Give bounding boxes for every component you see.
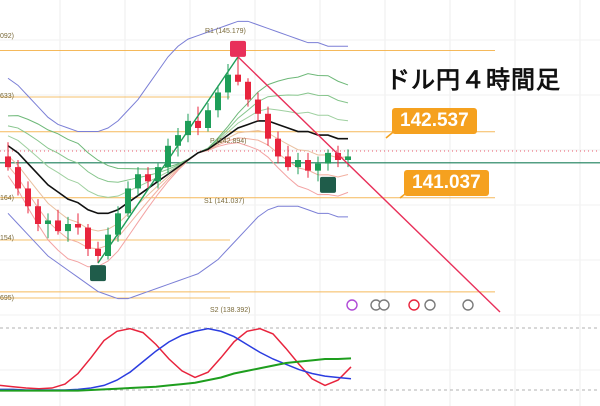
candle-body [195,120,201,128]
candle-body [35,206,41,224]
candle-body [345,156,351,160]
candle-body [85,227,91,249]
candle-body [95,248,101,256]
candle-body [175,135,181,146]
pivot-low-marker [320,176,336,193]
event-icon [346,299,358,311]
bollinger-upper [7,20,348,133]
candle-body [105,234,111,256]
callout-upper-price: 142.537 [392,108,477,134]
event-icons[interactable] [346,299,474,311]
pivot-high-marker [230,40,246,57]
uptrend-line [97,56,239,264]
ma-ribbon-line [7,130,349,232]
candle-body [65,224,71,232]
pivot-label-left-3: 164) [0,195,14,202]
candle-body [255,99,261,114]
candle-body [325,152,331,164]
ma-ribbon-line [7,92,349,183]
pivot-label-s1: S1 (141.037) [204,198,244,205]
bollinger-lower [7,205,348,300]
candle-body [45,220,51,224]
candlesticks [5,56,351,264]
candle-body [75,224,81,228]
event-icon [424,299,436,311]
moving-average-line [7,120,348,215]
candle-body [185,120,191,136]
bollinger-bands [7,20,348,300]
pivot-label-r1: R1 (145.179) [205,28,246,35]
candle-body [315,163,321,171]
moving-average-ribbon [7,73,349,268]
osc-blue-line [0,327,352,391]
candle-body [275,138,281,157]
pivot-label-left-5: 695) [0,295,14,302]
downtrend-line [237,56,501,313]
candle-body [265,113,271,139]
candle-body [295,160,301,168]
candle-body [215,92,221,111]
pivot-markers [90,40,336,282]
candle-body [285,156,291,168]
oscillator-panel [0,327,600,392]
candle-body [245,81,251,100]
pivot-low-marker [90,265,106,282]
candle-body [205,110,211,128]
ma-ribbon-line [7,73,349,170]
candle-body [5,156,11,168]
event-icon [408,299,420,311]
callout-lower-price: 141.037 [404,170,489,196]
osc-green-line [0,357,352,392]
ma-ribbon-line [7,108,349,198]
candle-body [235,74,241,82]
candle-body [25,188,31,207]
ma-ribbon-line [7,137,349,250]
trend-lines [97,56,501,313]
event-icon [378,299,390,311]
candle-body [55,220,61,232]
pivot-label-left-2: 633) [0,93,14,100]
pivot-label-s2: S2 (138.392) [210,307,250,314]
candle-body [15,167,21,189]
pivot-label-left-1: 092) [0,33,14,40]
pivot-label-p: P (142.894) [210,138,246,145]
candle-body [165,145,171,168]
candle-body [125,188,131,214]
candle-body [335,152,341,160]
candle-body [225,74,231,93]
candle-body [115,213,121,235]
candle-body [145,174,151,182]
chart-title: ドル円４時間足 [386,66,561,94]
osc-red-line [0,327,352,390]
candle-body [305,160,311,171]
candle-body [135,174,141,189]
event-icon [462,299,474,311]
pivot-label-left-4: 154) [0,235,14,242]
ma-ribbon-line [7,142,349,268]
